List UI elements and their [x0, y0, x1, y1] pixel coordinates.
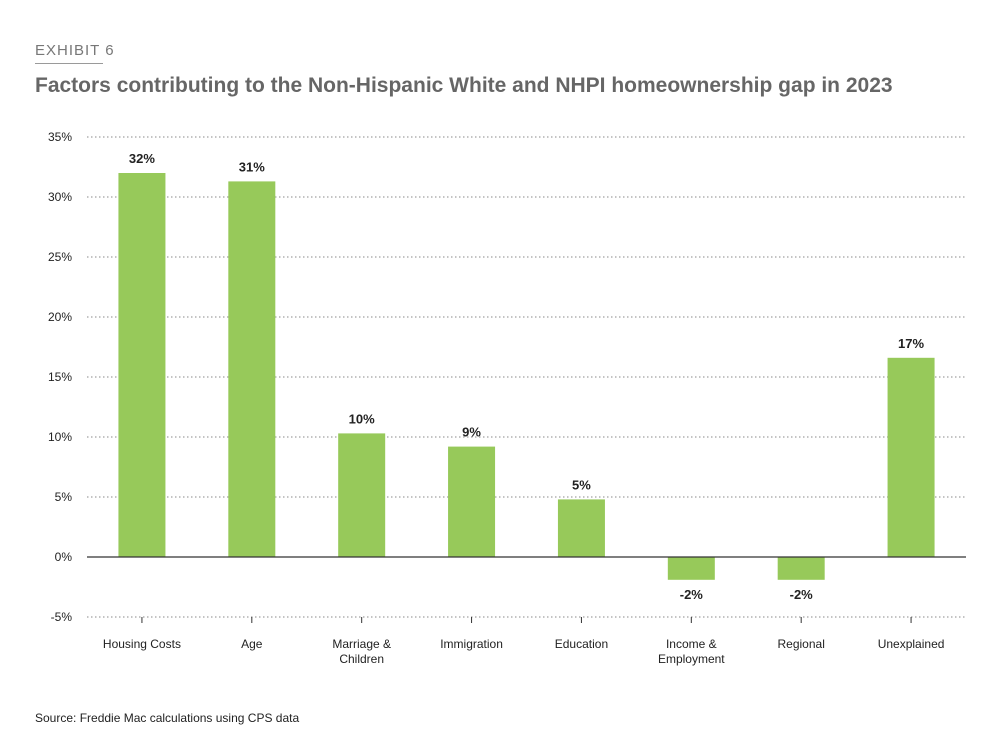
bar: [228, 181, 276, 557]
y-tick-label: 25%: [48, 250, 72, 264]
bar: [887, 357, 935, 557]
y-tick-label: -5%: [51, 610, 73, 624]
x-tick-label: Employment: [658, 652, 725, 666]
y-tick-label: 35%: [48, 130, 72, 144]
data-label: 32%: [129, 151, 155, 166]
x-tick-label: Marriage &: [332, 637, 391, 651]
x-tick-label: Housing Costs: [103, 637, 181, 651]
exhibit-label: EXHIBIT 6: [35, 42, 115, 59]
x-tick-label: Education: [555, 637, 608, 651]
data-label: -2%: [680, 587, 704, 602]
data-label: 5%: [572, 477, 591, 492]
x-tick-label: Age: [241, 637, 263, 651]
x-tick-label: Children: [339, 652, 384, 666]
bar: [667, 557, 715, 580]
bar: [557, 499, 605, 557]
bar-chart: -5% 0% 5% 10% 15% 20% 25% 30% 35% 32% Housing Cost…: [48, 130, 966, 666]
y-tick-label: 0%: [55, 550, 73, 564]
bar: [448, 446, 496, 557]
data-label: 10%: [349, 411, 375, 426]
bar: [118, 173, 166, 557]
x-tick-label: Income &: [666, 637, 717, 651]
data-label: 31%: [239, 159, 265, 174]
chart-title: Factors contributing to the Non-Hispanic…: [35, 74, 893, 97]
y-tick-label: 30%: [48, 190, 72, 204]
exhibit-divider: [35, 63, 103, 64]
y-tick-label: 5%: [55, 490, 73, 504]
data-label: 9%: [462, 425, 481, 440]
bar: [338, 433, 386, 557]
x-tick-label: Regional: [778, 637, 825, 651]
data-label: -2%: [790, 587, 814, 602]
source-note: Source: Freddie Mac calculations using C…: [35, 711, 300, 725]
y-tick-label: 10%: [48, 430, 72, 444]
x-tick-label: Unexplained: [878, 637, 945, 651]
data-label: 17%: [898, 336, 924, 351]
bar: [777, 557, 825, 580]
y-tick-label: 20%: [48, 310, 72, 324]
x-tick-label: Immigration: [440, 637, 503, 651]
y-tick-label: 15%: [48, 370, 72, 384]
